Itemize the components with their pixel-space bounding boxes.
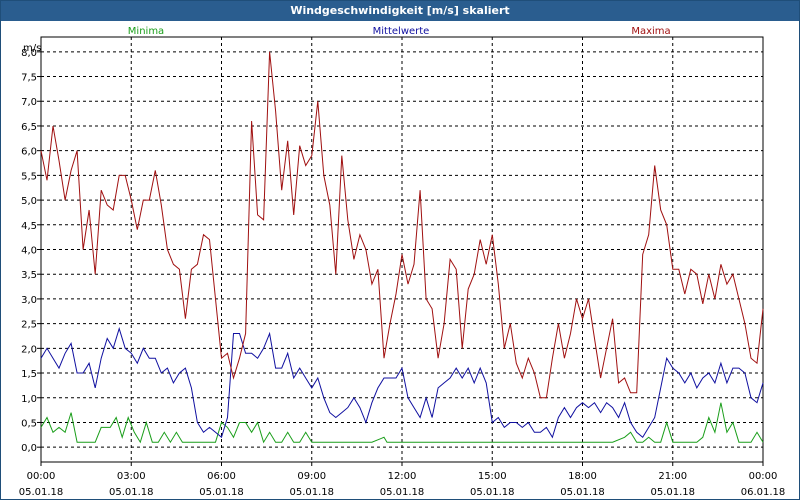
series-line-maxima — [40, 51, 764, 399]
x-tick-date: 05.01.18 — [19, 487, 64, 498]
x-tick-time: 00:00 — [749, 471, 778, 482]
legend-mittelwerte: Mittelwerte — [373, 26, 430, 37]
x-tick-date: 05.01.18 — [199, 487, 244, 498]
y-tick-label: 6,0 — [21, 147, 37, 158]
series-line-minima — [40, 402, 764, 444]
y-tick-label: 0,5 — [21, 418, 37, 429]
legend: Minima Mittelwerte Maxima — [128, 26, 671, 37]
x-tick-time: 18:00 — [568, 471, 597, 482]
x-tick-time: 21:00 — [658, 471, 687, 482]
y-tick-label: 3,5 — [21, 270, 37, 281]
x-tick-date: 05.01.18 — [380, 487, 425, 498]
x-tick-date: 05.01.18 — [650, 487, 695, 498]
y-tick-label: 1,5 — [21, 369, 37, 380]
y-tick-label: 2,5 — [21, 320, 37, 331]
grid-lines — [41, 37, 763, 462]
y-axis: 0,0 0,5 1,0 1,5 2,0 2,5 3,0 3,5 4,0 4,5 5,0 5,5 6,0 6… — [21, 48, 41, 454]
y-tick-label: 5,5 — [21, 171, 37, 182]
y-tick-label: 7,0 — [21, 97, 37, 108]
y-tick-label: 0,0 — [21, 443, 37, 454]
x-tick-date: 06.01.18 — [741, 487, 786, 498]
x-tick-time: 12:00 — [388, 471, 417, 482]
y-tick-label: 4,0 — [21, 246, 37, 257]
y-tick-label: 6,5 — [21, 122, 37, 133]
x-tick-date: 05.01.18 — [109, 487, 154, 498]
y-tick-label: 5,0 — [21, 196, 37, 207]
y-tick-label: 1,0 — [21, 394, 37, 405]
chart-title: Windgeschwindigkeit [m/s] skaliert — [1, 1, 799, 21]
y-tick-label: 7,5 — [21, 73, 37, 84]
y-tick-label: 2,0 — [21, 344, 37, 355]
x-axis: 00:00 05.01.18 03:00 05.01.18 06:00 05.01.18 0… — [19, 462, 786, 498]
x-tick-time: 00:00 — [27, 471, 56, 482]
series-lines — [40, 51, 764, 444]
x-tick-date: 05.01.18 — [289, 487, 334, 498]
series-line-mittelwerte — [40, 326, 764, 439]
x-tick-date: 05.01.18 — [560, 487, 605, 498]
x-tick-time: 15:00 — [478, 471, 507, 482]
y-tick-label: 3,0 — [21, 295, 37, 306]
x-tick-time: 06:00 — [207, 471, 236, 482]
legend-minima: Minima — [128, 26, 164, 37]
legend-maxima: Maxima — [631, 26, 670, 37]
x-tick-time: 09:00 — [297, 471, 326, 482]
y-tick-label: 4,5 — [21, 221, 37, 232]
y-axis-unit: m/s — [23, 43, 41, 54]
x-tick-time: 03:00 — [117, 471, 146, 482]
x-tick-date: 05.01.18 — [470, 487, 515, 498]
y-tick-label: 8,0 — [21, 48, 37, 59]
